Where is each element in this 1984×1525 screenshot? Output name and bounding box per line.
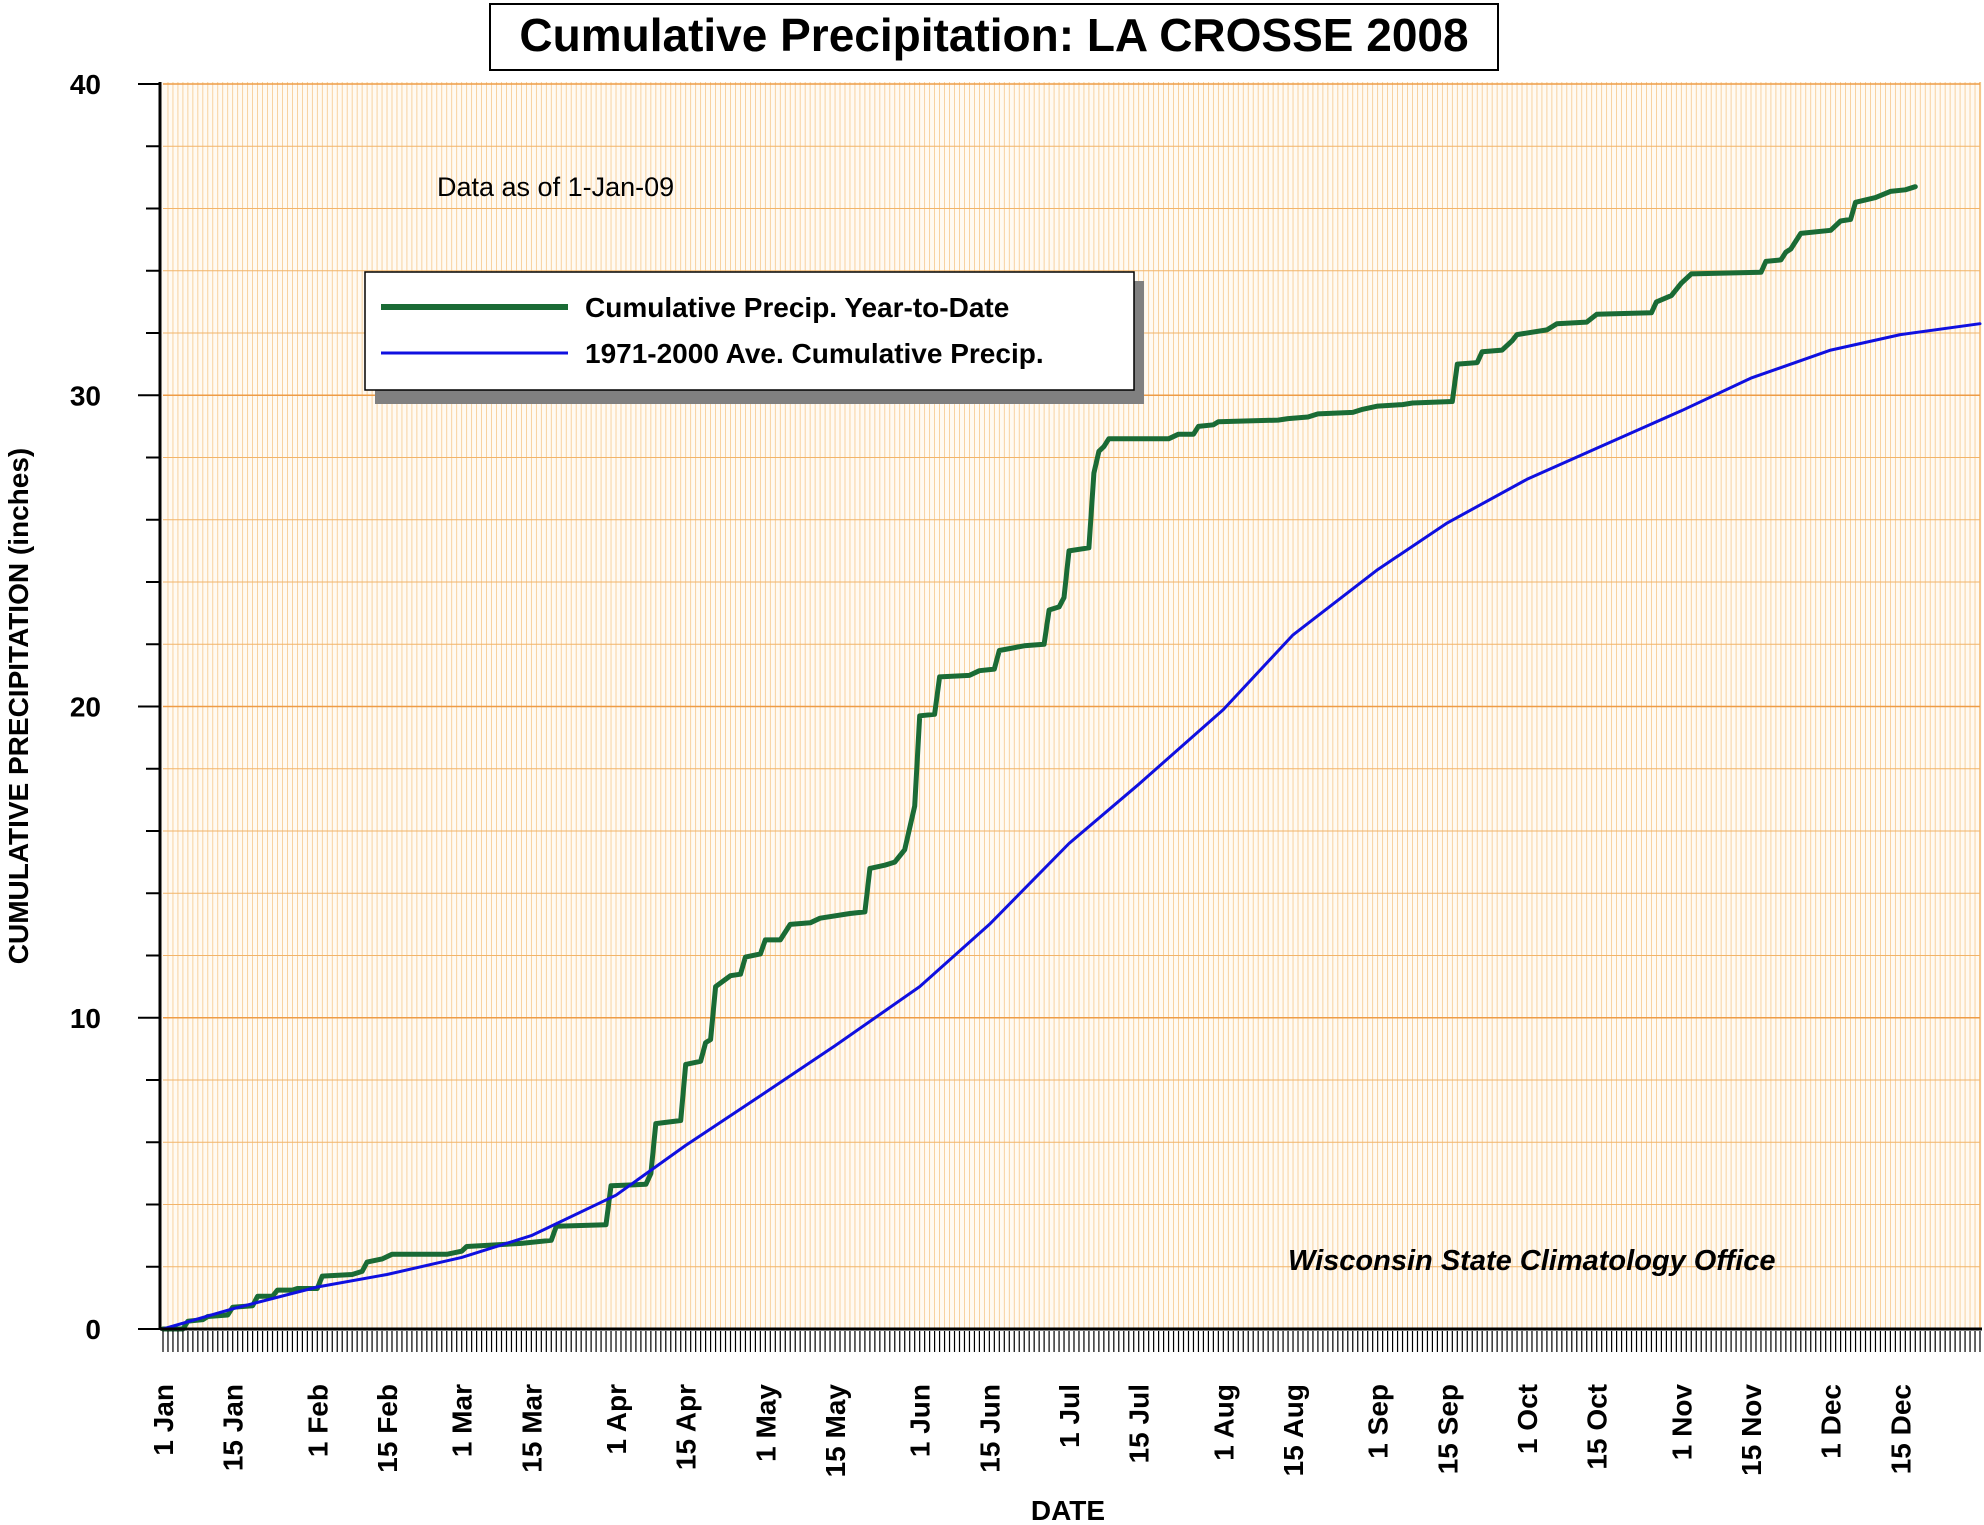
series-line-average: [161, 322, 1982, 1331]
y-tick-label: 30: [70, 380, 101, 411]
x-tick-label: 1 Jun: [905, 1384, 936, 1457]
y-tick-label: 0: [85, 1314, 101, 1345]
x-tick-label: 15 Jun: [974, 1384, 1005, 1473]
x-tick-label: 1 Nov: [1666, 1384, 1697, 1461]
y-axis-title: CUMULATIVE PRECIPITATION (inches): [3, 448, 34, 964]
legend-label-average: 1971-2000 Ave. Cumulative Precip.: [585, 338, 1044, 369]
plot-area: [160, 82, 1982, 1328]
x-tick-label: 1 Feb: [302, 1384, 333, 1457]
x-tick-label: 15 Dec: [1885, 1384, 1916, 1474]
x-tick-label: 1 May: [750, 1384, 781, 1462]
x-tick-label: 1 Apr: [601, 1384, 632, 1455]
series-line-ytd: [160, 184, 1918, 1332]
legend-box: [364, 271, 1135, 391]
x-tick-label: 15 Mar: [516, 1384, 547, 1473]
x-tick-label: 15 Oct: [1582, 1384, 1613, 1470]
x-tick-label: 15 Jul: [1124, 1384, 1155, 1463]
x-tick-label: 15 Nov: [1736, 1384, 1767, 1476]
x-tick-label: 1 Mar: [447, 1384, 478, 1457]
legend-label-ytd: Cumulative Precip. Year-to-Date: [585, 292, 1009, 323]
x-tick-label: 15 Sep: [1432, 1384, 1463, 1474]
title-box: [489, 3, 1499, 71]
x-axis-title: DATE: [1031, 1495, 1105, 1525]
y-tick-label: 20: [70, 692, 101, 723]
y-tick-label: 10: [70, 1003, 101, 1034]
data-date-annotation: Data as of 1-Jan-09: [437, 172, 674, 202]
x-tick-label: 1 Jul: [1054, 1384, 1085, 1448]
series-layer: [160, 184, 1982, 1332]
x-tick-label: 1 Aug: [1208, 1384, 1239, 1461]
x-axis-ticks: 1 Jan 15 Jan 1 Feb 15 Feb 1 Mar 15 Mar 1 Apr 15…: [148, 1331, 1981, 1478]
credit-text: Wisconsin State Climatology Office: [1288, 1245, 1775, 1277]
x-tick-label: 1 Sep: [1363, 1384, 1394, 1459]
chart-title: Cumulative Precipitation: LA CROSSE 2008: [519, 9, 1468, 61]
x-tick-label: 15 Jan: [218, 1384, 249, 1471]
x-tick-label: 1 Jan: [148, 1384, 179, 1456]
x-tick-label: 1 Oct: [1512, 1384, 1543, 1454]
x-tick-label: 15 Feb: [372, 1384, 403, 1473]
y-tick-label: 40: [70, 69, 101, 100]
x-tick-label: 15 Aug: [1278, 1384, 1309, 1476]
x-tick-label: 15 Apr: [671, 1384, 702, 1470]
x-tick-label: 15 May: [820, 1384, 851, 1478]
x-tick-label: 1 Dec: [1816, 1384, 1847, 1459]
y-axis-ticks: 0 10 20 30 40: [70, 69, 160, 1345]
